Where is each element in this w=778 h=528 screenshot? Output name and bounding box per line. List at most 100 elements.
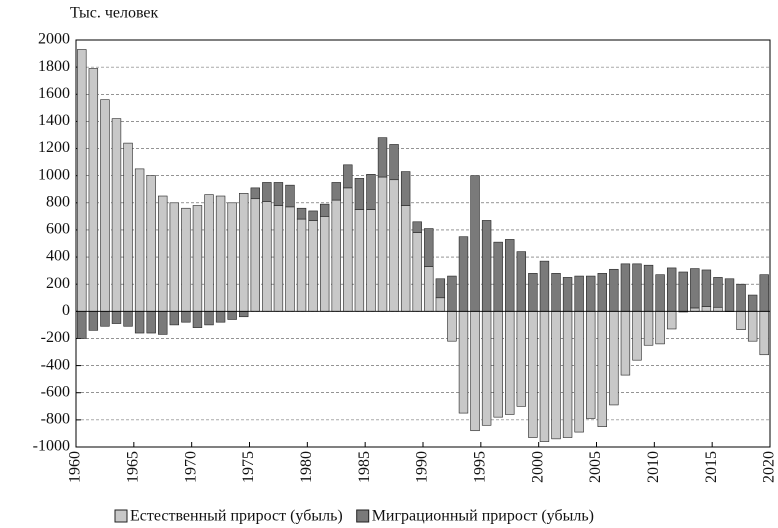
bar <box>412 221 422 233</box>
legend-swatch <box>356 509 370 523</box>
bar <box>389 144 399 181</box>
bar <box>505 239 515 312</box>
y-tick-label: 1400 <box>38 112 70 129</box>
bar <box>146 311 156 334</box>
bar <box>169 202 180 312</box>
bar <box>343 187 353 312</box>
bar <box>227 202 237 312</box>
bar <box>204 311 214 326</box>
bar <box>632 263 642 312</box>
bar <box>470 175 480 312</box>
bar <box>215 311 226 323</box>
bar <box>493 311 503 418</box>
x-tick-label: 1985 <box>356 451 373 483</box>
bar <box>458 311 469 414</box>
bar <box>239 311 249 318</box>
bar <box>609 268 619 312</box>
bar <box>146 175 156 312</box>
bar <box>296 207 307 220</box>
y-tick-label: 2000 <box>38 31 70 48</box>
bar <box>111 118 122 312</box>
bar <box>574 311 584 433</box>
bar <box>181 207 191 312</box>
bar <box>285 206 295 312</box>
bar <box>319 203 330 217</box>
bar <box>747 311 758 342</box>
bar <box>701 306 712 312</box>
bar <box>123 142 133 312</box>
bar <box>609 311 619 406</box>
bar <box>262 182 272 202</box>
y-tick-label: -200 <box>41 329 70 346</box>
x-tick-label: 1960 <box>67 451 84 483</box>
bar <box>632 311 642 361</box>
bar <box>181 311 191 323</box>
bar <box>447 275 457 312</box>
bar <box>366 209 376 312</box>
bar <box>377 137 388 178</box>
bar <box>77 311 87 339</box>
bar <box>690 307 700 312</box>
bar <box>77 49 87 312</box>
bar <box>539 311 550 442</box>
bar <box>308 210 318 221</box>
bar <box>296 218 307 312</box>
bar <box>389 179 399 312</box>
bar <box>562 277 573 312</box>
y-tick-label: -400 <box>41 356 70 373</box>
bar <box>470 311 480 432</box>
legend-label: Миграционный прирост (убыль) <box>372 508 594 525</box>
bar <box>713 306 723 312</box>
bar <box>747 294 758 312</box>
bar <box>690 268 700 309</box>
y-tick-label: 1000 <box>38 166 70 183</box>
legend-label: Естественный прирост (убыль) <box>130 508 343 525</box>
bar <box>655 311 665 345</box>
bar <box>100 311 110 327</box>
bar <box>481 311 492 426</box>
bar <box>158 195 168 312</box>
bar <box>435 297 446 312</box>
bar <box>400 171 411 206</box>
bar <box>123 311 133 327</box>
bar <box>331 199 341 312</box>
bar <box>435 278 446 299</box>
y-tick-label: 1800 <box>38 58 70 75</box>
bar <box>620 311 631 376</box>
bar <box>736 283 746 312</box>
bar <box>273 182 284 206</box>
bar <box>354 209 365 312</box>
bar <box>666 267 677 312</box>
bar <box>447 311 457 342</box>
bar <box>111 311 122 324</box>
x-tick-label: 1995 <box>472 451 489 483</box>
y-tick-label: -1000 <box>33 438 70 455</box>
bar <box>481 220 492 312</box>
bar <box>493 241 503 312</box>
bar <box>319 216 330 312</box>
bar <box>204 194 214 312</box>
bar <box>308 220 318 312</box>
bar <box>134 311 145 334</box>
bar <box>100 99 110 312</box>
bar <box>528 273 538 312</box>
bar <box>562 311 573 438</box>
bar <box>597 311 607 427</box>
bar <box>516 311 527 407</box>
x-tick-label: 2020 <box>761 451 778 483</box>
bar <box>574 275 584 312</box>
bar <box>377 176 388 312</box>
bar <box>678 271 688 312</box>
y-tick-label: 400 <box>46 248 70 265</box>
bar <box>273 205 284 312</box>
bar <box>88 68 99 312</box>
bar <box>215 195 226 312</box>
bar <box>701 269 712 307</box>
y-tick-label: 1600 <box>38 85 70 102</box>
bar <box>343 164 353 189</box>
bar <box>412 232 422 312</box>
y-tick-label: 1200 <box>38 139 70 156</box>
x-tick-label: 2005 <box>587 451 604 483</box>
bar <box>158 311 168 335</box>
